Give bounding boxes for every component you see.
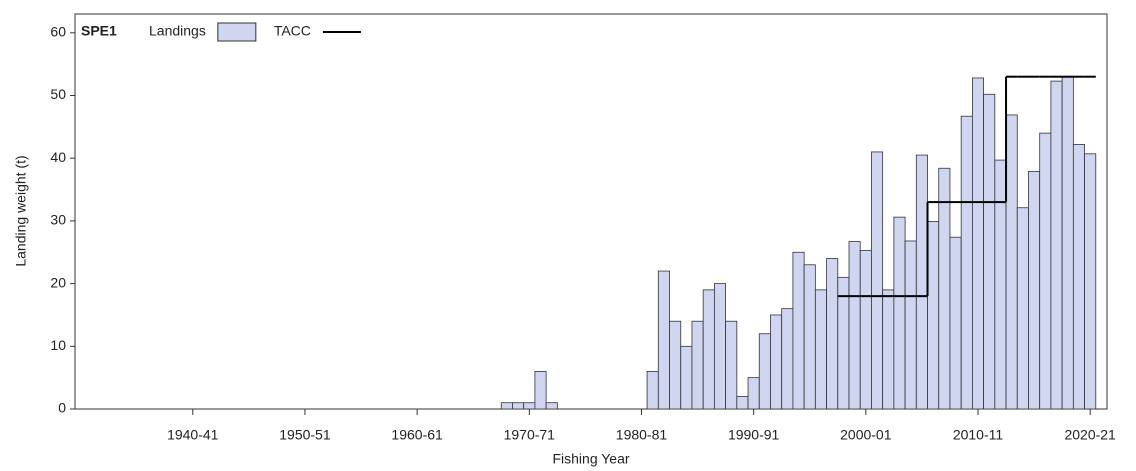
bar [915, 154, 928, 410]
bar [848, 241, 861, 410]
bar [758, 333, 771, 410]
x-tick-label: 1970-71 [504, 427, 556, 443]
y-axis-title: Landing weight (t) [13, 155, 29, 266]
bar [1016, 207, 1029, 410]
bar [1005, 114, 1018, 410]
plot-frame [74, 13, 1108, 410]
bar [938, 167, 951, 410]
bar [893, 216, 906, 410]
bar [770, 314, 783, 410]
x-tick-label: 1950-51 [279, 427, 331, 443]
x-tick-label: 1990-91 [728, 427, 780, 443]
x-tick-label: 1960-61 [391, 427, 443, 443]
bar [646, 370, 659, 410]
y-tick-label: 20 [50, 274, 66, 290]
legend-label: Landings [149, 23, 206, 39]
bar [1061, 76, 1074, 410]
bar [904, 240, 917, 410]
bar [747, 377, 760, 410]
x-tick-label: 2020-21 [1064, 427, 1116, 443]
y-tick-label: 40 [50, 149, 66, 165]
bar [971, 77, 985, 410]
bar [680, 345, 693, 410]
bar [1050, 80, 1063, 410]
x-tick-label: 2010-11 [953, 427, 1004, 443]
bar [814, 289, 827, 410]
bar [949, 236, 962, 410]
legend-swatch [217, 22, 257, 42]
bar [859, 249, 872, 410]
bar [1072, 144, 1085, 410]
x-axis-title: Fishing Year [552, 451, 629, 467]
bar [1039, 132, 1052, 410]
bar [657, 270, 670, 410]
bar [927, 221, 940, 410]
x-tick-label: 1980-81 [616, 427, 668, 443]
bar [1084, 153, 1097, 410]
bar [882, 289, 895, 410]
bar [871, 151, 884, 410]
bar [736, 396, 749, 410]
bar [792, 251, 805, 410]
bar [713, 283, 727, 410]
bar [500, 402, 513, 410]
y-tick-label: 0 [58, 400, 66, 416]
x-tick-label: 1940-41 [167, 427, 219, 443]
bar [960, 115, 973, 410]
bar [534, 370, 547, 410]
x-tick-label: 2000-01 [840, 427, 892, 443]
y-tick-label: 30 [50, 212, 66, 228]
y-tick-label: 10 [50, 337, 66, 353]
y-tick-label: 50 [50, 86, 66, 102]
legend-title: SPE1 [81, 23, 117, 39]
bar [669, 320, 682, 410]
y-tick-label: 60 [50, 24, 66, 40]
bar [826, 258, 839, 410]
bar [725, 320, 738, 410]
bar [781, 308, 794, 410]
bar [691, 320, 704, 410]
bar [983, 93, 996, 410]
bar [545, 402, 558, 410]
bar [994, 159, 1007, 410]
bar [803, 264, 816, 410]
bar [702, 289, 715, 410]
bar [523, 402, 536, 410]
bar [512, 402, 525, 410]
bar [1028, 170, 1041, 410]
legend-label: TACC [274, 23, 311, 39]
